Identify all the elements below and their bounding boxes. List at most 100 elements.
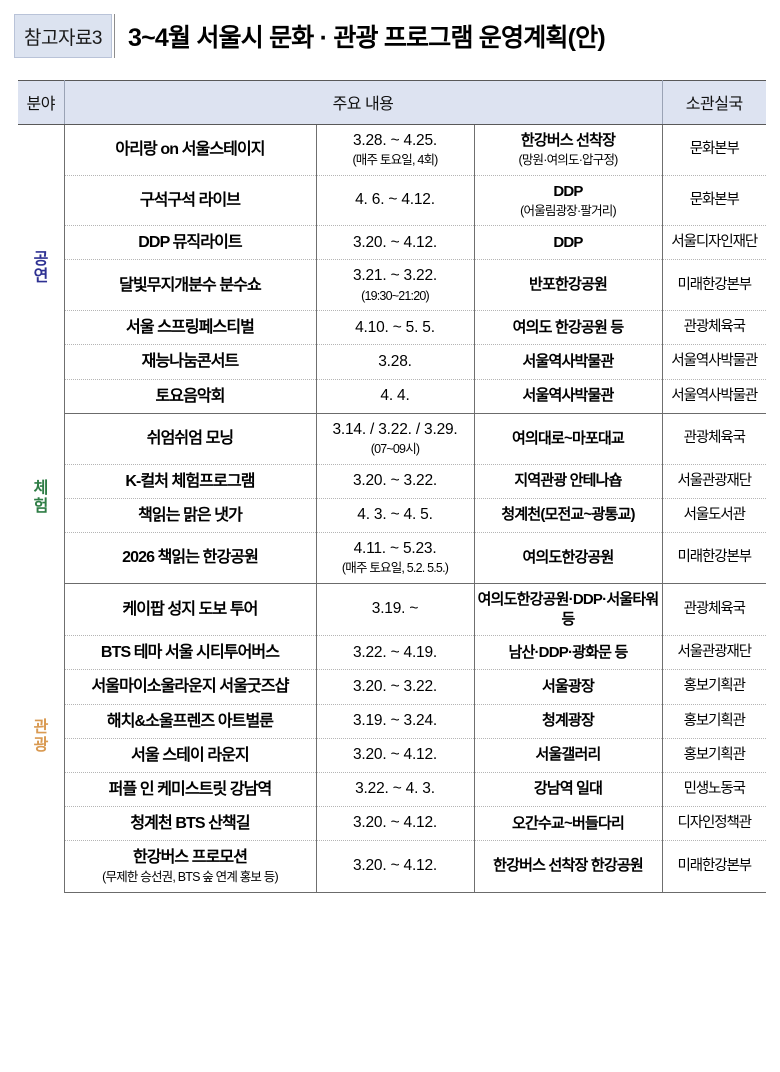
program-period-cell: 4.11. ~ 5.23. (매주 토요일, 5.2. 5.5.)	[316, 532, 475, 584]
program-name-cell-text: 서울마이소울라운지 서울굿즈샵	[91, 678, 289, 696]
program-period-cell-text: 3.21. ~ 3.22.	[352, 267, 437, 285]
field-label-cell: 공연	[18, 124, 65, 414]
program-name-cell-text: 구석구석 라이브	[139, 192, 241, 210]
program-name-cell-text: 달빛무지개분수 분수쇼	[119, 276, 262, 294]
program-name-cell: 청계천 BTS 산책길	[64, 806, 317, 842]
program-place-cell: 지역관광 안테나숍	[474, 464, 663, 499]
field-label: 공연	[33, 250, 49, 286]
program-name-cell: 쉬엄쉬엄 모닝	[64, 413, 317, 465]
program-department-cell-text: 미래한강본부	[677, 857, 753, 874]
program-name-cell: 책읽는 맑은 냇가	[64, 498, 317, 533]
program-name-cell: 아리랑 on 서울스테이지	[64, 124, 317, 176]
program-period-cell-text: 3.28. ~ 4.25.	[352, 132, 437, 149]
program-department-cell: 관광체육국	[662, 413, 766, 465]
program-name-cell-text: 쉬엄쉬엄 모닝	[146, 430, 234, 448]
table-row: 체험 쉬엄쉬엄 모닝 3.14. / 3.22. / 3.29. (07~09시) 여의…	[18, 413, 766, 584]
program-place-cell: 서울역사박물관	[474, 344, 663, 380]
program-department-cell: 미래한강본부	[662, 259, 766, 312]
program-period-cell: 4. 4.	[316, 379, 475, 414]
program-department-cell: 서울역사박물관	[662, 344, 766, 380]
table-row: DDP 뮤직라이트 3.20. ~ 4.12. DDP 서울디자인재단	[18, 225, 766, 261]
program-period-cell-subtext: (19:30~21:20)	[361, 288, 430, 303]
program-period-cell-text: 3.20. ~ 4.12.	[352, 857, 437, 875]
program-name-cell: 해치&소울프렌즈 아트벌룬	[64, 704, 317, 739]
program-place-cell: 한강버스 선착장 한강공원	[474, 840, 663, 893]
table-head: 분야 주요 내용 소관실국	[18, 80, 766, 125]
program-place-cell-text: 서울갤러리	[535, 746, 601, 764]
program-period-cell: 3.21. ~ 3.22. (19:30~21:20)	[316, 259, 475, 312]
column-header-field: 분야	[18, 80, 65, 125]
program-name-cell: 한강버스 프로모션 (무제한 승선권, BTS 숲 연계 홍보 등)	[64, 840, 317, 893]
program-plan-table: 분야 주요 내용 소관실국 공연 아리랑 on 서울스테이지 3.28. ~ 4.2…	[18, 80, 766, 893]
program-place-cell-text: DDP	[553, 233, 583, 251]
program-period-cell: 3.28.	[316, 344, 475, 380]
table-body: 공연 아리랑 on 서울스테이지 3.28. ~ 4.25. (매주 토요일, 4회)…	[18, 124, 766, 893]
table-row: 한강버스 프로모션 (무제한 승선권, BTS 숲 연계 홍보 등) 3.20. ~…	[18, 840, 766, 893]
program-name-cell-text: 재능나눔콘서트	[141, 353, 240, 371]
program-place-cell: DDP (어울림광장·팔거리)	[474, 175, 663, 227]
table-header-row: 분야 주요 내용 소관실국	[18, 80, 766, 125]
program-place-cell-text: 강남역 일대	[533, 780, 603, 798]
program-name-cell-text: 한강버스 프로모션	[132, 849, 248, 867]
table-row: 공연 아리랑 on 서울스테이지 3.28. ~ 4.25. (매주 토요일, 4회)…	[18, 124, 766, 414]
program-name-cell: DDP 뮤직라이트	[64, 225, 317, 261]
program-department-cell: 문화본부	[662, 124, 766, 176]
program-period-cell-text: 3.19. ~ 3.24.	[352, 711, 437, 729]
program-place-cell: DDP	[474, 225, 663, 261]
program-name-cell-text: 서울 스테이 라운지	[131, 746, 250, 764]
page-title: 3~4월 서울시 문화 · 관광 프로그램 운영계획(안)	[128, 24, 606, 52]
table-row: 퍼플 인 케미스트릿 강남역 3.22. ~ 4. 3. 강남역 일대 민생노동국	[18, 772, 766, 807]
table-row: 서울 스프링페스티벌 4.10. ~ 5. 5. 여의도 한강공원 등 관광체육국	[18, 310, 766, 346]
program-period-cell-text: 4.11. ~ 5.23.	[353, 539, 437, 557]
table-row: 재능나눔콘서트 3.28. 서울역사박물관 서울역사박물관	[18, 344, 766, 380]
reference-badge: 참고자료3	[14, 14, 112, 58]
program-place-cell: 여의대로~마포대교	[474, 413, 663, 465]
program-department-cell-text: 디자인정책관	[677, 814, 753, 831]
program-department-cell-text: 관광체육국	[683, 601, 746, 617]
program-period-cell-text: 3.20. ~ 4.12.	[352, 746, 437, 764]
program-place-cell-text: 한강버스 선착장	[520, 132, 616, 150]
program-place-cell: 남산·DDP·광화문 등	[474, 635, 663, 671]
program-period-cell-text: 4. 6. ~ 4.12.	[355, 191, 435, 209]
program-period-cell-subtext: (매주 토요일, 4회)	[352, 153, 438, 168]
program-department-cell: 관광체육국	[662, 583, 766, 637]
program-department-cell: 서울관광재단	[662, 635, 766, 671]
program-period-cell-text: 3.20. ~ 4.12.	[352, 233, 437, 251]
program-period-cell: 4.10. ~ 5. 5.	[316, 310, 475, 346]
document-title-band: 참고자료3 3~4월 서울시 문화 · 관광 프로그램 운영계획(안)	[14, 14, 768, 58]
program-department-cell-text: 서울역사박물관	[671, 353, 758, 370]
program-place-cell-subtext: (망원·여의도·압구정)	[518, 153, 618, 168]
program-department-cell: 서울디자인재단	[662, 225, 766, 261]
field-label: 관광	[33, 719, 49, 755]
program-period-cell-text: 4.10. ~ 5. 5.	[355, 318, 435, 336]
program-period-cell: 3.20. ~ 3.22.	[316, 464, 475, 499]
program-name-cell-text: 해치&소울프렌즈 아트벌룬	[106, 712, 274, 730]
program-place-cell: 강남역 일대	[474, 772, 663, 807]
document-page: 참고자료3 3~4월 서울시 문화 · 관광 프로그램 운영계획(안) 분야 주…	[0, 14, 780, 1072]
program-period-cell-subtext: (07~09시)	[370, 442, 420, 457]
program-period-cell: 3.19. ~ 3.24.	[316, 704, 475, 739]
program-name-cell-text: 청계천 BTS 산책길	[130, 814, 250, 832]
program-period-cell-subtext: (매주 토요일, 5.2. 5.5.)	[341, 561, 449, 576]
program-department-cell-text: 서울도서관	[683, 506, 746, 523]
program-department-cell: 홍보기획관	[662, 704, 766, 739]
program-place-cell-text: 여의도한강공원·DDP·서울타워 등	[477, 590, 659, 628]
plan-table-wrap: 분야 주요 내용 소관실국 공연 아리랑 on 서울스테이지 3.28. ~ 4.2…	[18, 80, 766, 893]
program-place-cell-text: 여의대로~마포대교	[512, 429, 625, 447]
program-period-cell-text: 3.14. / 3.22. / 3.29.	[332, 420, 458, 438]
program-period-cell: 3.22. ~ 4. 3.	[316, 772, 475, 807]
program-department-cell-text: 서울역사박물관	[671, 387, 758, 404]
program-department-cell-text: 관광체육국	[683, 319, 746, 336]
program-name-cell: 토요음악회	[64, 379, 317, 414]
program-department-cell-text: 민생노동국	[683, 780, 746, 797]
program-place-cell: 서울역사박물관	[474, 379, 663, 414]
table-row: 2026 책읽는 한강공원 4.11. ~ 5.23. (매주 토요일, 5.2. …	[18, 532, 766, 584]
program-period-cell: 3.20. ~ 4.12.	[316, 840, 475, 893]
table-row: 서울 스테이 라운지 3.20. ~ 4.12. 서울갤러리 홍보기획관	[18, 738, 766, 773]
program-name-cell: 구석구석 라이브	[64, 175, 317, 227]
program-place-cell-text: 여의도 한강공원 등	[512, 318, 625, 336]
program-period-cell-text: 3.22. ~ 4. 3.	[355, 780, 435, 798]
program-name-cell: 2026 책읽는 한강공원	[64, 532, 317, 584]
program-period-cell: 3.20. ~ 3.22.	[316, 669, 475, 705]
program-name-cell-text: DDP 뮤직라이트	[138, 234, 242, 252]
